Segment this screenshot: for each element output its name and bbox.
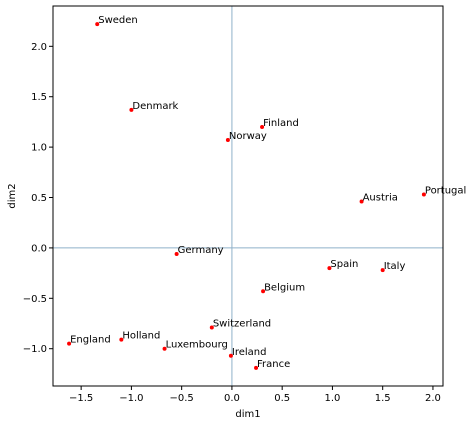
- y-tick-label: 1.5: [31, 92, 47, 103]
- plot-background: [53, 6, 443, 386]
- y-axis-title: dim2: [7, 183, 18, 208]
- point-label: Ireland: [232, 347, 267, 358]
- x-tick-label: 0.5: [274, 393, 290, 404]
- point-label: Austria: [363, 193, 398, 204]
- y-tick-label: 0.0: [31, 243, 47, 254]
- point-label: Holland: [122, 331, 160, 342]
- data-point: [260, 124, 265, 129]
- data-point: [95, 22, 100, 27]
- x-tick-label: −0.5: [170, 393, 194, 404]
- point-label: Luxembourg: [166, 340, 228, 351]
- data-point: [174, 251, 179, 256]
- data-point: [421, 192, 426, 197]
- x-tick-label: 1.5: [375, 393, 391, 404]
- data-point: [327, 266, 332, 271]
- point-label: Sweden: [98, 15, 138, 26]
- data-point: [67, 341, 72, 346]
- point-label: Portugal: [425, 185, 466, 196]
- point-label: Spain: [330, 259, 358, 270]
- y-tick-label: −1.0: [23, 344, 47, 355]
- x-tick-label: −1.0: [119, 393, 143, 404]
- x-axis: −1.5 −1.0 −0.5 0.0 0.5 1.0 1.5 2.0: [69, 386, 441, 404]
- x-tick-label: 2.0: [425, 393, 441, 404]
- y-tick-label: −0.5: [23, 294, 47, 305]
- x-tick-label: −1.5: [69, 393, 93, 404]
- data-point: [254, 365, 259, 370]
- data-point: [261, 289, 266, 294]
- x-axis-title: dim1: [235, 409, 260, 420]
- point-label: France: [257, 359, 290, 370]
- data-point: [380, 268, 385, 273]
- point-label: Italy: [384, 261, 406, 272]
- y-axis: −1.0 −0.5 0.0 0.5 1.0 1.5 2.0: [23, 42, 53, 355]
- point-label: Belgium: [264, 282, 305, 293]
- plot-frame: [52, 5, 444, 387]
- point-label: Denmark: [132, 101, 178, 112]
- point-labels: Sweden Denmark Finland Norway Portugal Austri…: [70, 15, 466, 370]
- point-label: Germany: [178, 245, 224, 256]
- reference-lines: [53, 6, 443, 386]
- point-label: England: [70, 335, 111, 346]
- y-tick-label: 1.0: [31, 143, 47, 154]
- point-label: Switzerland: [213, 319, 271, 330]
- data-point: [162, 346, 167, 351]
- data-point: [359, 199, 364, 204]
- y-tick-label: 0.5: [31, 193, 47, 204]
- data-point: [228, 353, 233, 358]
- data-point: [225, 138, 230, 143]
- data-point: [209, 325, 214, 330]
- data-points: [67, 22, 426, 370]
- point-label: Norway: [229, 131, 267, 142]
- y-tick-label: 2.0: [31, 42, 47, 53]
- x-tick-label: 0.0: [224, 393, 240, 404]
- data-point: [119, 337, 124, 342]
- data-point: [129, 107, 134, 112]
- point-label: Finland: [263, 118, 299, 129]
- x-tick-label: 1.0: [324, 393, 340, 404]
